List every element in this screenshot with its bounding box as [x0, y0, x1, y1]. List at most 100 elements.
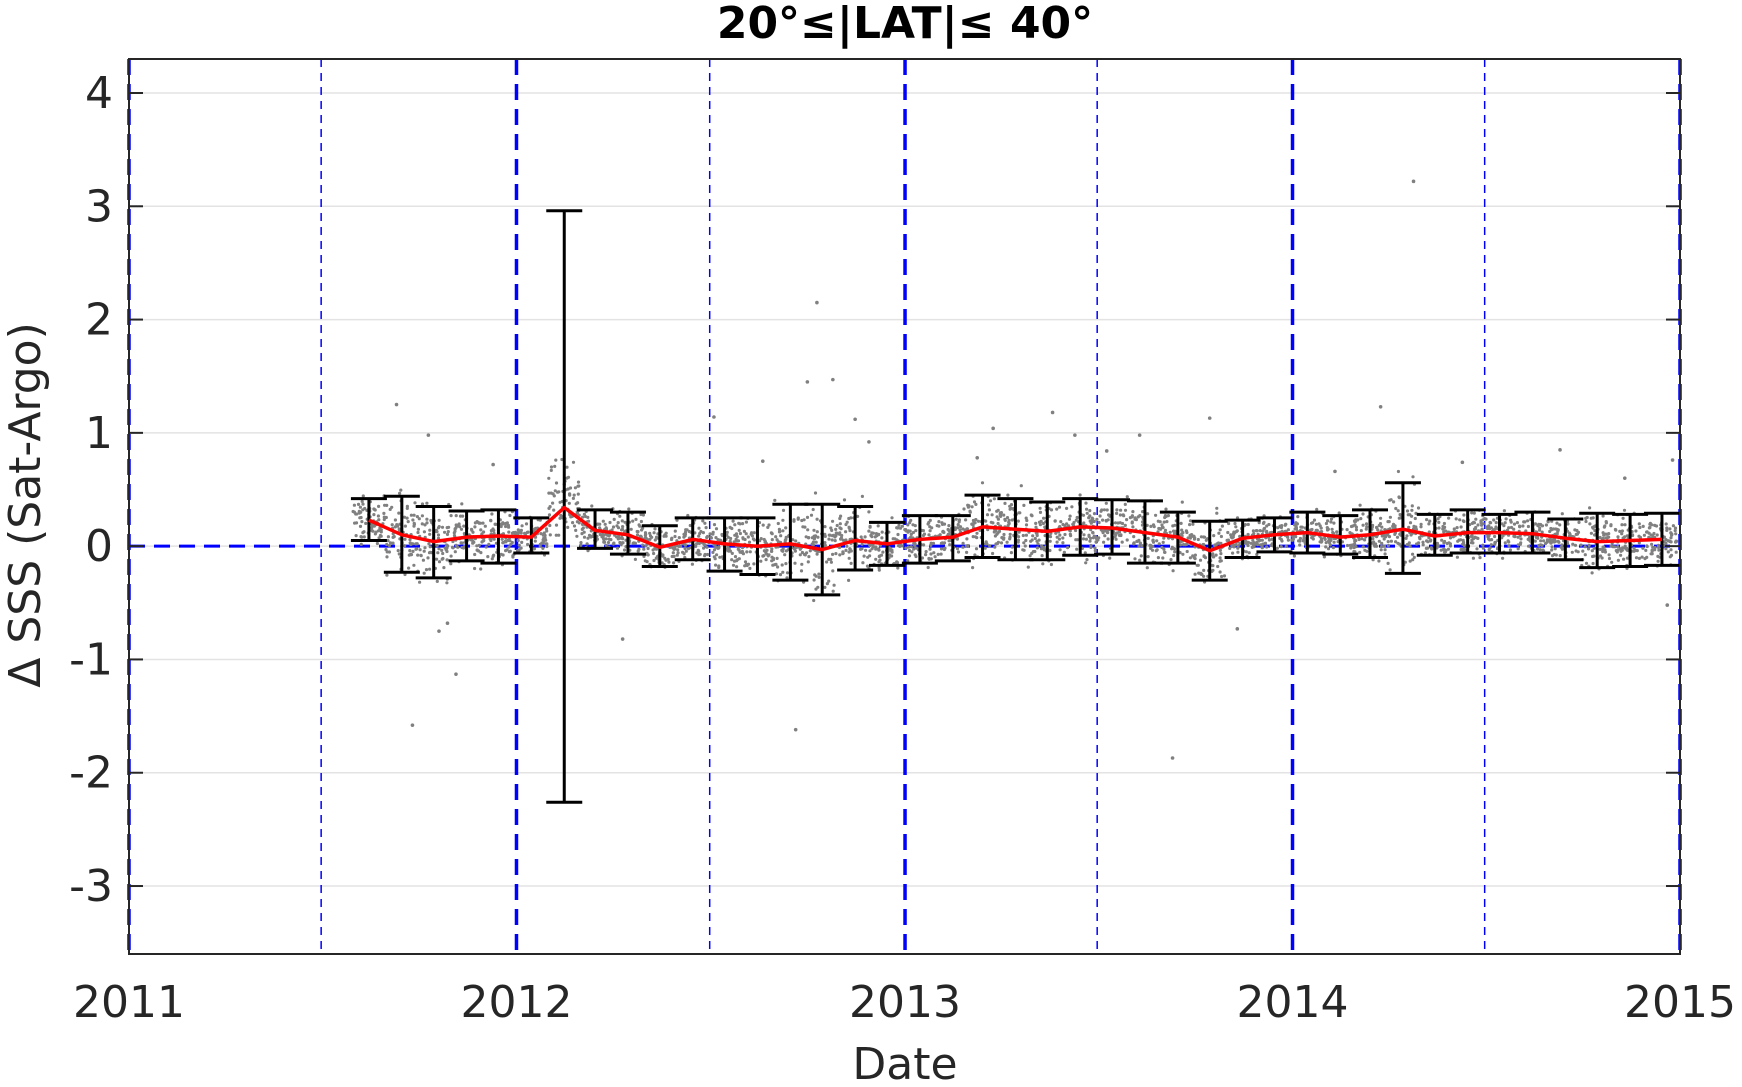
- scatter-point: [1215, 506, 1219, 510]
- scatter-point: [638, 534, 642, 539]
- scatter-point: [1102, 508, 1106, 512]
- scatter-point: [1435, 541, 1439, 545]
- scatter-point: [958, 528, 962, 532]
- scatter-point: [1180, 500, 1184, 504]
- scatter-point: [1544, 523, 1548, 527]
- scatter-point: [1323, 536, 1327, 540]
- scatter-point: [1192, 535, 1196, 539]
- scatter-point: [910, 550, 914, 554]
- scatter-point: [1063, 532, 1067, 537]
- scatter-point: [785, 571, 790, 575]
- scatter-point: [880, 536, 884, 540]
- scatter-point: [829, 560, 834, 564]
- scatter-point: [356, 502, 361, 506]
- scatter-point: [697, 526, 701, 530]
- scatter-point: [1613, 545, 1617, 549]
- scatter-point: [577, 521, 581, 525]
- scatter-point: [1361, 523, 1365, 527]
- scatter-point: [574, 502, 578, 506]
- scatter-point: [708, 532, 712, 536]
- scatter-point: [973, 553, 977, 557]
- scatter-point: [996, 540, 1001, 544]
- x-tick-label: 2013: [849, 977, 961, 1028]
- scatter-point: [863, 535, 867, 539]
- scatter-point: [1055, 540, 1059, 544]
- scatter-point: [558, 516, 562, 520]
- scatter-point: [1423, 551, 1427, 555]
- scatter-point: [565, 465, 569, 469]
- scatter-point: [1161, 556, 1165, 560]
- scatter-point: [827, 537, 831, 541]
- scatter-point: [653, 527, 657, 531]
- scatter-point: [955, 547, 960, 551]
- scatter-point: [1584, 561, 1589, 565]
- scatter-point: [705, 535, 709, 540]
- scatter-point: [823, 541, 827, 545]
- scatter-point: [711, 530, 715, 534]
- scatter-point: [1632, 546, 1636, 550]
- scatter-point: [1042, 545, 1046, 550]
- scatter-point: [422, 571, 426, 575]
- scatter-point: [920, 556, 925, 560]
- scatter-point: [816, 585, 820, 589]
- scatter-point: [1575, 528, 1579, 533]
- scatter-point: [393, 518, 397, 522]
- scatter-point: [906, 523, 910, 527]
- scatter-point: [364, 521, 368, 526]
- scatter-point: [816, 535, 820, 539]
- scatter-point: [1408, 559, 1412, 563]
- scatter-point: [481, 521, 485, 525]
- scatter-point: [1315, 507, 1319, 511]
- scatter-point: [743, 560, 748, 564]
- scatter-point: [1106, 518, 1110, 522]
- scatter-point: [876, 524, 880, 528]
- scatter-point: [713, 557, 717, 561]
- scatter-point: [1590, 549, 1594, 553]
- scatter-point: [1220, 574, 1224, 579]
- scatter-point: [980, 481, 985, 485]
- scatter-point: [1345, 543, 1350, 548]
- scatter-point: [1265, 524, 1269, 528]
- scatter-point: [770, 559, 774, 563]
- scatter-point: [1621, 546, 1625, 550]
- scatter-point: [781, 549, 785, 553]
- scatter-point: [376, 514, 380, 518]
- scatter-point: [1141, 510, 1145, 514]
- scatter-point: [1067, 517, 1072, 521]
- scatter-point: [1601, 531, 1605, 535]
- scatter-point: [553, 464, 557, 468]
- scatter-point: [586, 536, 590, 540]
- scatter-point: [604, 543, 608, 548]
- scatter-point: [1607, 553, 1611, 557]
- scatter-point: [907, 548, 912, 553]
- scatter-point: [1130, 520, 1134, 524]
- scatter-point: [1668, 527, 1672, 531]
- outlier-point: [426, 433, 431, 437]
- scatter-point: [1637, 541, 1641, 545]
- scatter-point: [1398, 513, 1402, 517]
- scatter-point: [973, 521, 977, 525]
- scatter-point: [773, 563, 777, 567]
- scatter-point: [477, 549, 481, 553]
- scatter-point: [620, 519, 624, 523]
- scatter-point: [1074, 518, 1078, 522]
- scatter-point: [422, 549, 426, 553]
- scatter-point: [744, 520, 749, 524]
- scatter-point: [924, 550, 928, 554]
- scatter-point: [582, 535, 587, 539]
- scatter-point: [575, 511, 580, 515]
- scatter-point: [938, 533, 942, 537]
- scatter-point: [1650, 549, 1654, 553]
- scatter-point: [1619, 553, 1623, 557]
- scatter-point: [1549, 541, 1553, 545]
- scatter-point: [731, 563, 736, 567]
- scatter-point: [867, 529, 871, 533]
- scatter-point: [1326, 547, 1331, 551]
- scatter-point: [1148, 543, 1152, 548]
- scatter-point: [747, 540, 752, 544]
- scatter-point: [440, 557, 444, 561]
- scatter-point: [921, 533, 926, 538]
- scatter-point: [1038, 510, 1043, 514]
- scatter-point: [1641, 524, 1645, 529]
